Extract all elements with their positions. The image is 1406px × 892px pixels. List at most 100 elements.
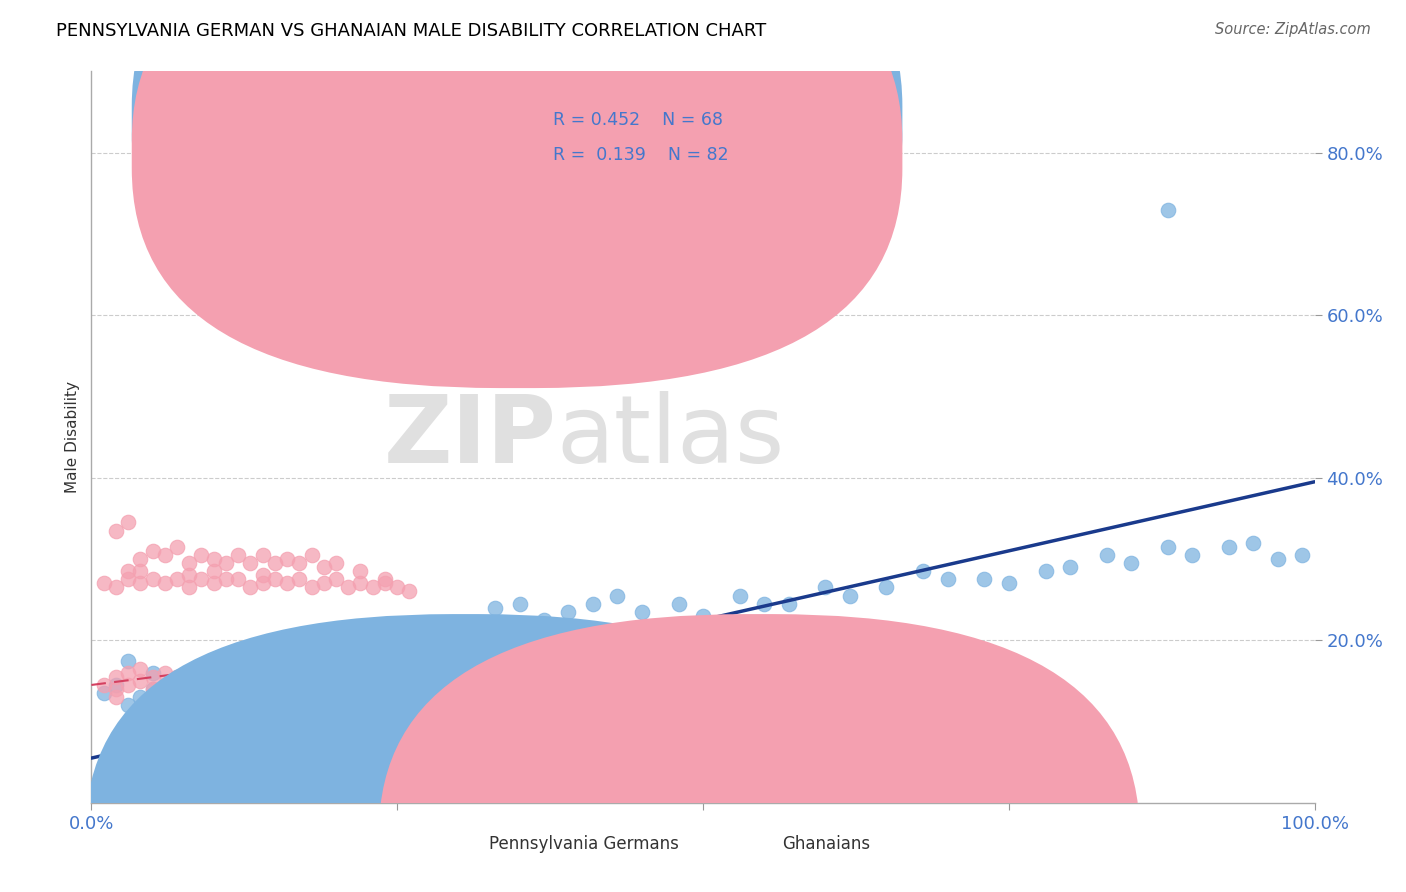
Point xyxy=(117,564,139,578)
Point xyxy=(202,552,225,566)
Point xyxy=(288,657,311,672)
Point xyxy=(276,576,298,591)
Point xyxy=(202,681,225,696)
Point xyxy=(312,560,335,574)
Point xyxy=(117,516,139,530)
Point xyxy=(875,581,898,595)
Point xyxy=(1121,556,1143,570)
Point xyxy=(93,686,115,700)
Point xyxy=(226,665,249,680)
Point xyxy=(179,568,201,582)
FancyBboxPatch shape xyxy=(378,614,1140,892)
Point xyxy=(301,548,323,562)
Point xyxy=(631,605,654,619)
Point xyxy=(460,621,482,635)
Point xyxy=(190,686,212,700)
Point xyxy=(215,556,238,570)
Point xyxy=(1243,535,1265,549)
Point xyxy=(374,572,396,586)
Text: Source: ZipAtlas.com: Source: ZipAtlas.com xyxy=(1215,22,1371,37)
Point xyxy=(288,690,311,705)
Point xyxy=(936,572,959,586)
Point xyxy=(264,572,287,586)
Point xyxy=(239,581,262,595)
Point xyxy=(202,576,225,591)
Point xyxy=(166,670,188,684)
Point xyxy=(349,681,371,696)
Point xyxy=(166,572,188,586)
Point xyxy=(104,678,127,692)
Point xyxy=(215,690,238,705)
Point xyxy=(361,654,384,668)
Text: Pennsylvania Germans: Pennsylvania Germans xyxy=(489,836,679,854)
Point xyxy=(668,597,690,611)
Point xyxy=(264,556,287,570)
Point xyxy=(1035,564,1057,578)
Point xyxy=(264,681,287,696)
Point xyxy=(129,690,152,705)
Point xyxy=(1291,548,1313,562)
Point xyxy=(312,681,335,696)
FancyBboxPatch shape xyxy=(132,0,903,388)
Point xyxy=(728,589,751,603)
Point xyxy=(252,548,274,562)
Point xyxy=(264,678,287,692)
Point xyxy=(93,678,115,692)
Point xyxy=(1218,540,1240,554)
Point xyxy=(411,625,433,640)
Point xyxy=(337,581,360,595)
Point xyxy=(337,662,360,676)
Point xyxy=(215,572,238,586)
Point xyxy=(385,581,409,595)
Point xyxy=(288,556,311,570)
Point xyxy=(301,581,323,595)
Point xyxy=(434,637,457,651)
Point xyxy=(104,681,127,696)
Point xyxy=(814,581,837,595)
Point xyxy=(226,678,249,692)
Point xyxy=(239,662,262,676)
Point xyxy=(117,654,139,668)
Point xyxy=(1157,202,1180,217)
Point xyxy=(252,568,274,582)
Point xyxy=(264,662,287,676)
Point xyxy=(337,678,360,692)
Point xyxy=(374,576,396,591)
Point xyxy=(385,637,409,651)
Point xyxy=(276,673,298,688)
Point xyxy=(252,686,274,700)
Point xyxy=(998,576,1021,591)
Point xyxy=(226,548,249,562)
Point xyxy=(190,678,212,692)
Point xyxy=(179,581,201,595)
Point xyxy=(117,698,139,713)
Point xyxy=(325,572,347,586)
Text: PENNSYLVANIA GERMAN VS GHANAIAN MALE DISABILITY CORRELATION CHART: PENNSYLVANIA GERMAN VS GHANAIAN MALE DIS… xyxy=(56,22,766,40)
Point xyxy=(912,564,935,578)
Point xyxy=(141,670,163,684)
Point xyxy=(838,589,860,603)
Point xyxy=(104,524,127,538)
Point xyxy=(252,662,274,676)
Point xyxy=(692,608,714,623)
Point xyxy=(778,296,800,310)
Point xyxy=(190,657,212,672)
Text: atlas: atlas xyxy=(557,391,785,483)
Point xyxy=(166,540,188,554)
Point xyxy=(153,678,176,692)
Point xyxy=(129,662,152,676)
Point xyxy=(582,597,605,611)
Point xyxy=(104,581,127,595)
FancyBboxPatch shape xyxy=(471,97,801,188)
Point xyxy=(190,548,212,562)
Point xyxy=(190,572,212,586)
Point xyxy=(288,572,311,586)
Point xyxy=(141,665,163,680)
Point xyxy=(141,681,163,696)
Point xyxy=(129,673,152,688)
Point xyxy=(1157,540,1180,554)
Point xyxy=(179,681,201,696)
Point xyxy=(312,576,335,591)
Point xyxy=(179,556,201,570)
Point xyxy=(973,572,995,586)
